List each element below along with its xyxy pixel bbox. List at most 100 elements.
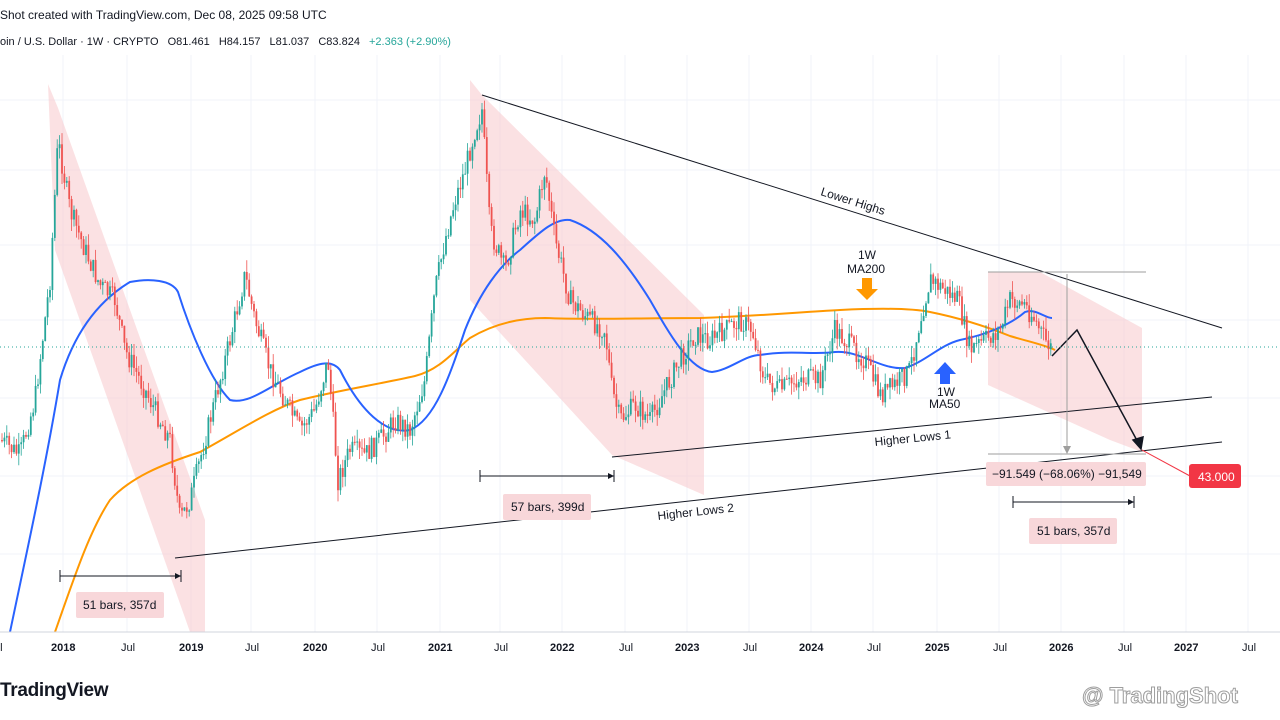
candle-body [46, 297, 49, 318]
ma200-arrow-icon [856, 278, 878, 300]
x-axis-tick-label: 2021 [428, 642, 452, 654]
candle-body [601, 337, 603, 339]
candle-body [380, 429, 383, 433]
candle-body [310, 409, 313, 417]
candle-body [502, 255, 505, 258]
candle-body [22, 434, 25, 443]
candle-body [896, 379, 899, 386]
candle-body [185, 507, 188, 512]
candle-body [421, 396, 423, 403]
candle-body [526, 204, 529, 225]
candle-body [219, 380, 222, 395]
candle-body [567, 293, 570, 305]
candle-body [394, 428, 397, 431]
candle-body [565, 273, 567, 294]
candle-body [291, 400, 294, 416]
candle-body [205, 445, 207, 455]
ma50-label-1: 1W [937, 385, 956, 399]
ma50-line [9, 218, 1053, 633]
candle-body [927, 292, 930, 304]
candle-body [65, 180, 68, 183]
candle-body [992, 333, 995, 343]
x-axis-tick-label: Jul [867, 642, 881, 654]
candle-body [747, 317, 750, 322]
candle-body [908, 363, 911, 367]
date-range-1: 51 bars, 357d [59, 570, 182, 618]
candle-body [673, 362, 675, 387]
candle-body [116, 305, 119, 316]
x-axis-tick-label: 2020 [303, 642, 327, 654]
candle-body [569, 290, 572, 305]
lower-highs-line [481, 94, 1223, 329]
candle-body [229, 341, 231, 346]
candle-body [596, 324, 599, 334]
candle-body [293, 410, 296, 416]
x-axis-tick-label: 2022 [550, 642, 574, 654]
candle-body [101, 281, 104, 286]
candle-body [737, 312, 740, 330]
candlesticks [1, 100, 1052, 519]
candle-body [694, 344, 697, 346]
candle-body [951, 292, 954, 298]
candle-body [5, 435, 8, 438]
candle-body [305, 423, 308, 425]
candle-body [881, 389, 884, 403]
candle-body [778, 379, 781, 382]
candle-body [351, 441, 354, 452]
candle-body [663, 390, 666, 397]
candle-body [925, 303, 927, 316]
candle-body [939, 282, 942, 290]
candle-body [171, 434, 174, 469]
candle-body [709, 345, 711, 349]
candle-body [821, 370, 824, 389]
candle-body [17, 444, 20, 454]
symbol-label[interactable]: oin / U.S. Dollar · 1W · CRYPTO [0, 36, 159, 48]
candle-body [797, 382, 800, 388]
candle-body [589, 311, 591, 315]
candle-body [279, 381, 282, 394]
candle-body [740, 312, 743, 332]
candle-body [221, 378, 224, 381]
tradingview-logo[interactable]: TradingView [0, 680, 109, 701]
candle-body [627, 414, 630, 418]
candle-body [841, 329, 843, 344]
candle-body [521, 210, 524, 218]
ma200-line [54, 307, 1056, 633]
change-value: +2.363 (+2.90%) [369, 36, 451, 48]
candle-body [934, 278, 937, 284]
candle-body [560, 257, 563, 259]
candle-body [349, 448, 351, 452]
candle-body [862, 365, 865, 369]
candle-body [53, 194, 56, 238]
candle-body [104, 281, 107, 283]
candle-body [941, 282, 944, 289]
candle-body [135, 367, 138, 372]
ma50-label-2: MA50 [929, 397, 961, 411]
candle-body [267, 347, 270, 369]
candle-body [781, 379, 783, 390]
candle-body [735, 327, 738, 330]
candle-body [334, 411, 337, 456]
candle-body [771, 382, 774, 393]
candle-body [874, 374, 877, 382]
candle-body [579, 303, 582, 311]
candle-body [346, 448, 349, 461]
candle-body [637, 410, 639, 417]
candle-body [910, 357, 913, 364]
candle-body [425, 356, 428, 382]
candle-body [397, 414, 399, 431]
candle-body [109, 286, 111, 296]
candle-body [651, 404, 654, 413]
candle-body [622, 413, 625, 420]
measure-tool: −91.549 (−68.06%) −91,549 [986, 271, 1146, 486]
candle-body [1033, 316, 1035, 321]
candle-body [169, 432, 171, 435]
ma200-callout: 1W MA200 [847, 248, 885, 300]
candle-body [824, 355, 827, 371]
candle-body [829, 352, 831, 355]
candle-body [656, 409, 659, 416]
candle-body [389, 417, 392, 433]
candle-body [956, 290, 959, 302]
x-axis-tick-label: 2024 [799, 642, 824, 654]
